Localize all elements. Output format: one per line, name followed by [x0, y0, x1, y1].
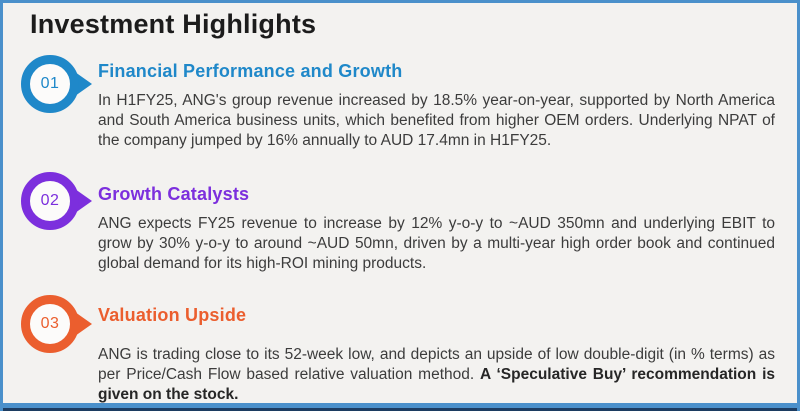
- badge-column: 02: [18, 172, 98, 230]
- badge-column: 01: [18, 55, 98, 113]
- step-badge-03: 03: [21, 295, 92, 353]
- badge-pointer-icon: [75, 189, 92, 213]
- bottom-border-blue: [3, 403, 797, 408]
- badge-pointer-icon: [75, 312, 92, 336]
- badge-pointer-icon: [75, 72, 92, 96]
- section-valuation-upside: 03 Valuation Upside ANG is trading close…: [18, 295, 775, 405]
- section-body-text: ANG is trading close to its 52-week low,…: [98, 346, 775, 383]
- section-body: ANG is trading close to its 52-week low,…: [98, 345, 775, 405]
- badge-ring: 03: [21, 295, 79, 353]
- step-badge-02: 02: [21, 172, 92, 230]
- section-growth-catalysts: 02 Growth Catalysts ANG expects FY25 rev…: [18, 172, 775, 274]
- section-body-text: In H1FY25, ANG's group revenue increased…: [98, 92, 775, 149]
- section-text: Valuation Upside ANG is trading close to…: [98, 295, 775, 405]
- badge-ring: 01: [21, 55, 79, 113]
- section-heading: Valuation Upside: [98, 305, 247, 325]
- section-body: In H1FY25, ANG's group revenue increased…: [98, 91, 775, 151]
- section-heading: Growth Catalysts: [98, 184, 250, 204]
- badge-column: 03: [18, 295, 98, 353]
- page-title: Investment Highlights: [30, 9, 317, 39]
- badge-number: 01: [40, 75, 60, 92]
- badge-number: 03: [40, 315, 60, 332]
- section-body-bold-text: A ‘Speculative Buy’ recommendation is gi…: [98, 366, 775, 403]
- section-heading: Financial Performance and Growth: [98, 61, 403, 81]
- section-text: Financial Performance and Growth In H1FY…: [98, 55, 775, 151]
- bottom-border-navy: [3, 408, 797, 411]
- section-financial-performance: 01 Financial Performance and Growth In H…: [18, 55, 775, 151]
- step-badge-01: 01: [21, 55, 92, 113]
- section-body: ANG expects FY25 revenue to increase by …: [98, 214, 775, 274]
- section-body-text: ANG expects FY25 revenue to increase by …: [98, 215, 775, 272]
- badge-number: 02: [40, 192, 60, 209]
- section-text: Growth Catalysts ANG expects FY25 revenu…: [98, 172, 775, 274]
- badge-ring: 02: [21, 172, 79, 230]
